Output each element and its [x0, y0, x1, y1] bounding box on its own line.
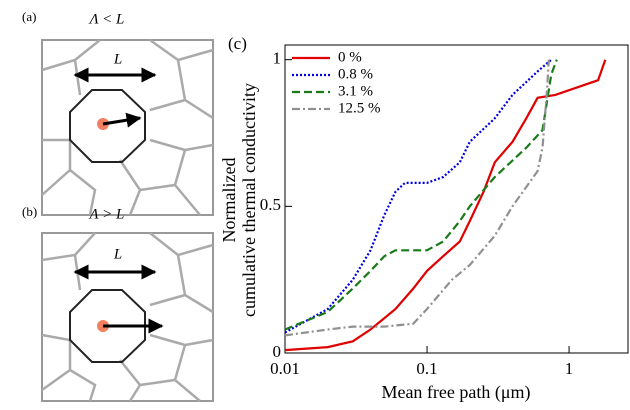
y-axis-label: Normalized — [219, 158, 239, 243]
y-tick-label: 1 — [273, 49, 282, 68]
legend-label: 12.5 % — [338, 100, 381, 116]
legend-label: 0.8 % — [338, 66, 373, 82]
legend-label: 0 % — [338, 49, 362, 65]
panel-label: (a) — [22, 9, 36, 24]
grain-boundaries — [41, 38, 214, 216]
condition: Λ < L — [88, 11, 125, 27]
panel-b: (b) Λ > L L — [22, 204, 214, 402]
y-axis-label: cumulative thermal conductivity — [239, 83, 259, 317]
condition: Λ > L — [88, 206, 125, 222]
panel-label: (b) — [22, 204, 37, 219]
length-label: L — [113, 51, 122, 67]
grain-box — [41, 232, 214, 402]
grain-boundaries — [41, 232, 214, 402]
grain — [69, 89, 146, 163]
series-line — [284, 58, 553, 334]
length-label: L — [113, 246, 122, 262]
legend-label: 3.1 % — [338, 83, 373, 99]
x-tick-label: 1 — [565, 359, 574, 378]
series-line — [284, 59, 607, 352]
plot-frame — [284, 44, 629, 354]
series-line — [284, 59, 558, 331]
x-tick-label: 0.1 — [416, 359, 437, 378]
panel-label: (c) — [228, 34, 247, 53]
x-tick-label: 0.01 — [270, 359, 300, 378]
mfp-arrow — [102, 112, 142, 128]
y-tick-label: 0.5 — [260, 195, 281, 214]
chart: (c) Mean free path (μm) Normalized cumul… — [219, 34, 629, 403]
y-tick-label: 0 — [273, 342, 282, 361]
x-axis-label: Mean free path (μm) — [381, 382, 530, 403]
grain-box — [41, 39, 214, 216]
grain — [69, 289, 146, 363]
panel-a: (a) Λ < L L — [22, 9, 214, 216]
series-line — [284, 59, 550, 337]
